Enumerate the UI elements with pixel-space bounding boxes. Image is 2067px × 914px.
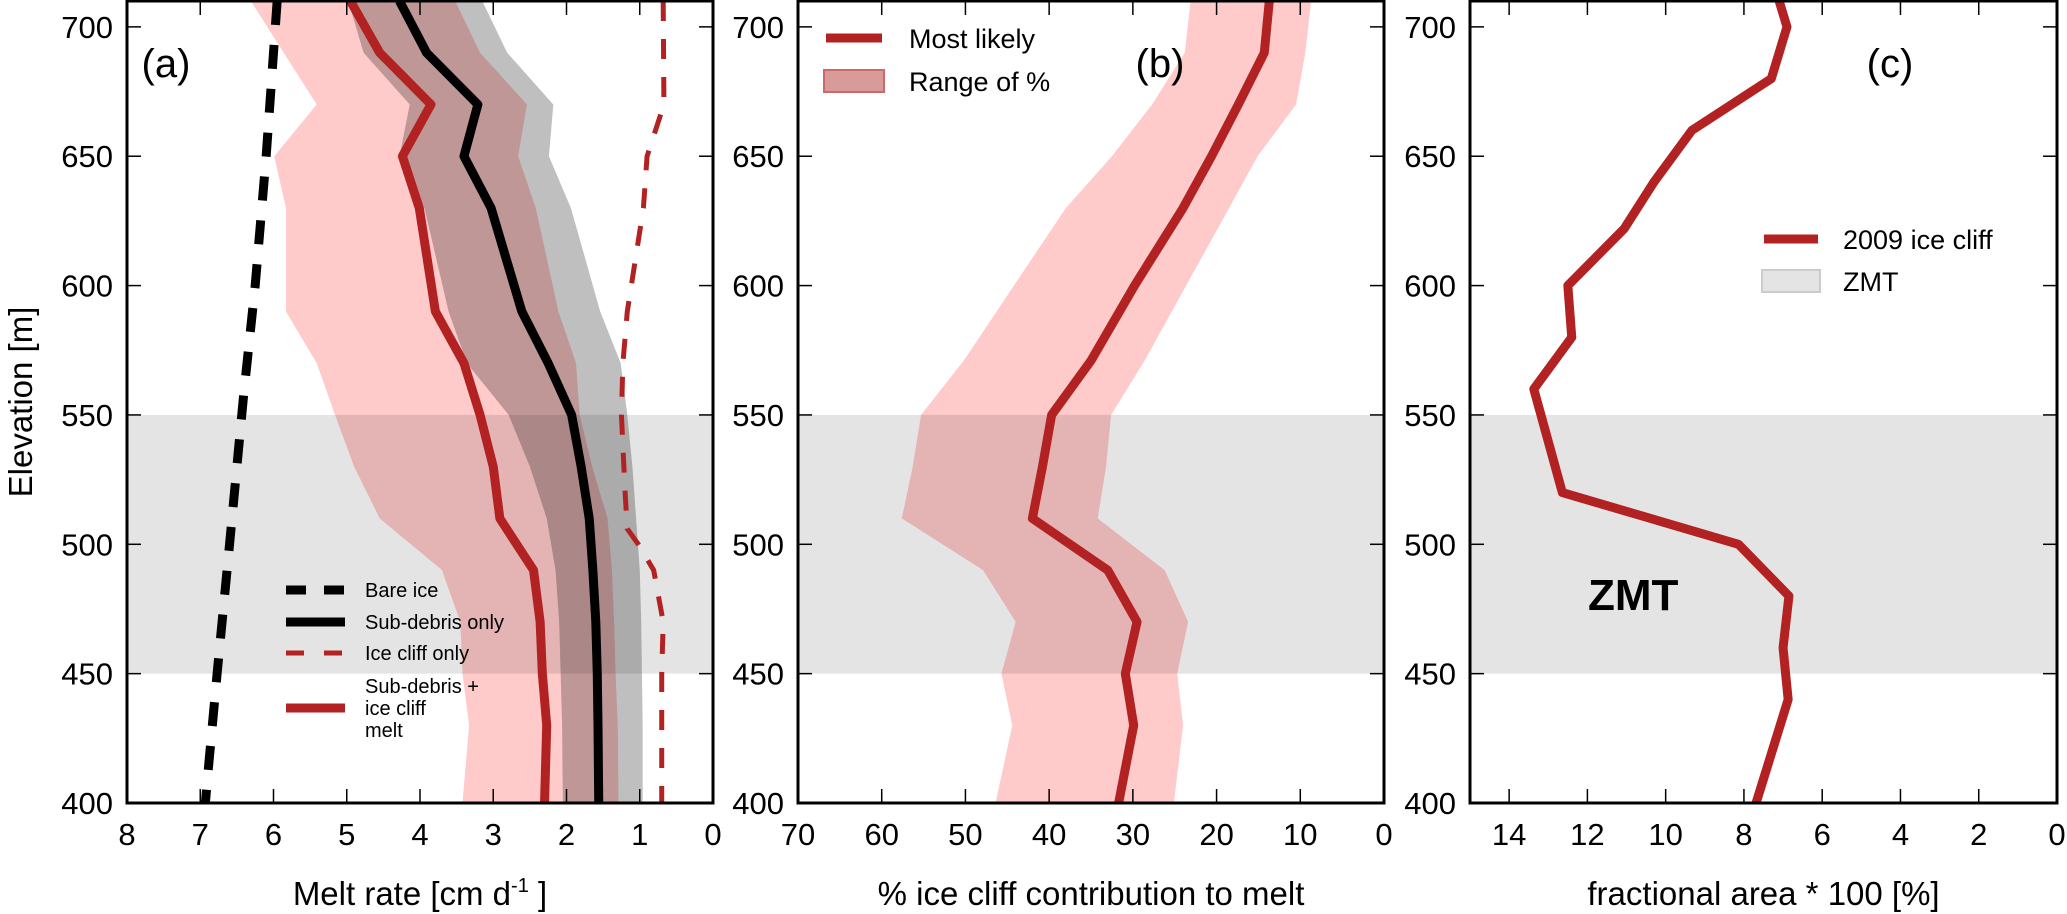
y-tick-label: 700 — [61, 10, 113, 45]
zmt-band — [798, 414, 1384, 674]
y-tick-label: 500 — [61, 527, 113, 562]
x-tick-label: 14 — [1492, 817, 1526, 852]
y-tick-label: 400 — [732, 786, 784, 821]
x-tick-label: 2 — [558, 817, 575, 852]
y-tick-label: 600 — [61, 269, 113, 304]
x-tick-label: 2 — [1970, 817, 1987, 852]
x-tick-label: 3 — [485, 817, 502, 852]
x-tick-label: 4 — [1892, 817, 1909, 852]
panel-c: 14 12 10 8 6 4 2 0 400 450 500 550 600 650 700 fraction… — [1404, 0, 2066, 912]
legend-label: Most likely — [909, 24, 1036, 54]
y-axis-label: Elevation [m] — [2, 307, 39, 498]
x-tick-label: 1 — [631, 817, 648, 852]
x-axis-label-suffix: ] — [529, 875, 547, 912]
legend-swatch-range — [823, 69, 885, 93]
x-tick-label: 0 — [704, 817, 721, 852]
x-tick-label: 60 — [864, 817, 898, 852]
x-tick-label: 6 — [265, 817, 282, 852]
panel-label: (a) — [142, 42, 191, 86]
x-tick-label: 8 — [1735, 817, 1752, 852]
x-tick-label: 5 — [338, 817, 355, 852]
y-tick-label: 400 — [61, 786, 113, 821]
panel-a: 8 7 6 5 4 3 2 1 0 400 450 500 550 600 650 700 Melt rate … — [2, 0, 722, 912]
x-tick-label: 12 — [1570, 817, 1604, 852]
series-bare-ice — [200, 1, 282, 803]
x-tick-label: 40 — [1032, 817, 1066, 852]
series-sub-debris-only — [395, 1, 604, 803]
x-axis-label: fractional area * 100 [%] — [1587, 875, 1939, 912]
x-axis-label-superscript: -1 — [511, 875, 529, 897]
x-axis-label-text: Melt rate [cm d — [293, 875, 511, 912]
x-tick-label: 10 — [1648, 817, 1682, 852]
legend-label: Ice cliff only — [365, 643, 469, 665]
x-axis-label: % ice cliff contribution to melt — [878, 875, 1305, 912]
legend-label: Sub-debris only — [365, 612, 504, 634]
y-tick-label: 700 — [732, 10, 784, 45]
plot-area — [798, 1, 1384, 803]
series-2009-ice-cliff — [1529, 1, 1794, 803]
x-tick-label: 30 — [1116, 817, 1150, 852]
series-ice-cliff-only — [618, 1, 667, 803]
y-tick-label: 550 — [1404, 398, 1456, 433]
plot-area — [127, 1, 713, 803]
x-axis-label-text: fractional area * 100 [%] — [1587, 875, 1939, 912]
y-tick-label: 700 — [1404, 10, 1456, 45]
legend: 2009 ice cliff ZMT — [1761, 225, 1993, 297]
series-most-likely — [1027, 1, 1274, 803]
series-sub-debris-ice-cliff-melt — [346, 1, 552, 803]
x-tick-label: 6 — [1814, 817, 1831, 852]
legend-label: Bare ice — [365, 580, 438, 602]
legend-label: Sub-debris + — [365, 676, 479, 698]
plot-area — [1470, 1, 2057, 803]
legend-label: 2009 ice cliff — [1843, 225, 1993, 255]
y-tick-label: 650 — [732, 139, 784, 174]
x-axis-label: Melt rate [cm d-1 ] — [293, 875, 547, 912]
y-tick-label: 600 — [732, 269, 784, 304]
y-tick-label: 650 — [1404, 139, 1456, 174]
legend-label: ice cliff — [365, 698, 426, 720]
x-tick-label: 50 — [948, 817, 982, 852]
x-tick-label: 0 — [1375, 817, 1392, 852]
x-tick-label: 70 — [781, 817, 815, 852]
x-tick-label: 0 — [2048, 817, 2065, 852]
y-tick-label: 650 — [61, 139, 113, 174]
range-band-pink-band — [901, 1, 1312, 803]
panel-b: 70 60 50 40 30 20 10 0 400 450 500 550 600 650 700 % ic… — [732, 0, 1393, 912]
y-tick-label: 450 — [732, 657, 784, 692]
x-axis-label-text: % ice cliff contribution to melt — [878, 875, 1305, 912]
x-tick-label: 10 — [1283, 817, 1317, 852]
y-tick-label: 550 — [732, 398, 784, 433]
zmt-annotation: ZMT — [1588, 571, 1679, 620]
axes-frame — [796, 0, 1386, 805]
y-tick-label: 550 — [61, 398, 113, 433]
y-tick-label: 500 — [732, 527, 784, 562]
legend-label: melt — [365, 720, 403, 742]
legend: Most likely Range of % — [823, 24, 1050, 97]
x-tick-label: 4 — [411, 817, 428, 852]
legend: Bare ice Sub-debris only Ice cliff only Sub… — [286, 580, 504, 742]
legend-swatch-zmt — [1761, 269, 1821, 293]
y-tick-label: 450 — [1404, 657, 1456, 692]
y-tick-label: 600 — [1404, 269, 1456, 304]
legend-label: ZMT — [1843, 267, 1898, 297]
panel-label: (b) — [1136, 42, 1185, 86]
y-tick-label: 450 — [61, 657, 113, 692]
zmt-band — [1470, 414, 2057, 674]
x-tick-label: 7 — [192, 817, 209, 852]
y-tick-label: 400 — [1404, 786, 1456, 821]
y-tick-label: 500 — [1404, 527, 1456, 562]
panel-label: (c) — [1867, 42, 1914, 86]
legend-label: Range of % — [909, 67, 1050, 97]
axes-frame — [1468, 0, 2059, 805]
x-tick-label: 8 — [118, 817, 135, 852]
x-tick-label: 20 — [1199, 817, 1233, 852]
